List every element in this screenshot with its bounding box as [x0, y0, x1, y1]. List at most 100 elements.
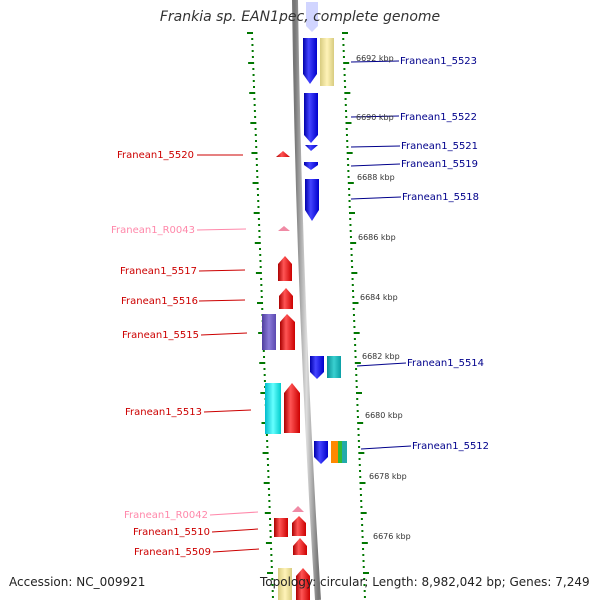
gene-r0043[interactable] — [278, 226, 290, 231]
gene-label-5522[interactable]: Franean1_5522 — [400, 112, 477, 123]
tick-mark — [350, 254, 353, 256]
gene-label-5512[interactable]: Franean1_5512 — [412, 441, 489, 452]
gene-5514[interactable] — [310, 356, 324, 379]
gene-5515[interactable] — [280, 314, 295, 350]
tick-mark — [345, 110, 348, 112]
scale-label: 6690 kbp — [356, 113, 394, 122]
tick-mark — [260, 296, 263, 298]
gene-5512[interactable] — [314, 441, 328, 464]
tick-mark — [352, 314, 355, 316]
tick-mark — [356, 416, 359, 418]
tick-mark — [260, 284, 263, 286]
gene-5522[interactable] — [304, 93, 318, 143]
tick-mark — [254, 128, 257, 130]
tick-mark — [249, 92, 256, 94]
tick-mark — [270, 554, 273, 556]
tick-mark — [342, 32, 348, 34]
gene-5523[interactable] — [303, 38, 317, 84]
tick-mark — [355, 374, 358, 376]
tick-mark — [350, 242, 357, 244]
gene-5518[interactable] — [305, 179, 319, 221]
tick-mark — [255, 164, 258, 166]
gene-label-5517[interactable]: Franean1_5517 — [120, 266, 197, 277]
gene-5509[interactable] — [293, 538, 307, 555]
tick-mark — [355, 368, 358, 370]
gene-5512-teal[interactable] — [342, 441, 347, 463]
tick-mark — [267, 476, 270, 478]
tick-mark — [343, 80, 346, 82]
scale-label: 6692 kbp — [356, 54, 394, 63]
tick-mark — [343, 68, 346, 70]
tick-mark — [342, 38, 345, 40]
tick-mark — [342, 44, 345, 46]
tick-mark — [360, 518, 363, 520]
tick-mark — [362, 560, 365, 562]
gene-5514-companion[interactable] — [327, 356, 341, 378]
gene-5515-purple[interactable] — [262, 314, 276, 350]
gene-label-5520[interactable]: Franean1_5520 — [117, 150, 194, 161]
tick-mark — [257, 302, 264, 304]
tick-mark — [267, 470, 270, 472]
gene-label-5515[interactable]: Franean1_5515 — [122, 330, 199, 341]
tick-mark — [344, 98, 347, 100]
tick-mark — [253, 110, 256, 112]
tick-mark — [261, 308, 264, 310]
tick-mark — [247, 32, 253, 34]
tick-mark — [262, 452, 269, 454]
tick-mark — [270, 548, 273, 550]
tick-mark — [353, 332, 360, 334]
gene-r0042[interactable] — [292, 506, 304, 512]
gene-5521[interactable] — [305, 145, 318, 151]
gene-5510-b[interactable] — [292, 516, 306, 536]
gene-label-5518[interactable]: Franean1_5518 — [402, 192, 479, 203]
gene-label-r0042[interactable]: Franean1_R0042 — [124, 510, 208, 521]
tick-mark — [251, 56, 254, 58]
gene-bottom-khaki — [278, 568, 292, 600]
tick-mark — [358, 446, 361, 448]
tick-mark — [263, 380, 266, 382]
tick-mark — [346, 140, 349, 142]
gene-5513-cyan[interactable] — [265, 383, 281, 434]
gene-label-5514[interactable]: Franean1_5514 — [407, 358, 484, 369]
gene-5519[interactable] — [304, 162, 318, 170]
tick-mark — [356, 410, 359, 412]
gene-label-5521[interactable]: Franean1_5521 — [401, 141, 478, 152]
tick-mark — [250, 122, 257, 124]
tick-mark — [268, 494, 271, 496]
tick-mark — [361, 524, 364, 526]
tick-mark — [346, 152, 353, 154]
gene-5517[interactable] — [278, 256, 292, 281]
tick-mark — [345, 128, 348, 130]
gene-label-5523[interactable]: Franean1_5523 — [400, 56, 477, 67]
tick-mark — [356, 404, 359, 406]
gene-label-5509[interactable]: Franean1_5509 — [134, 547, 211, 558]
gene-5512-orange[interactable] — [331, 441, 338, 463]
tick-mark — [253, 104, 256, 106]
tick-mark — [263, 356, 266, 358]
tick-rulers — [247, 32, 369, 598]
gene-5513[interactable] — [284, 383, 300, 433]
gene-5520[interactable] — [276, 151, 290, 157]
tick-mark — [354, 344, 357, 346]
tick-mark — [259, 362, 266, 364]
gene-5523-companion[interactable] — [320, 38, 334, 86]
gene-label-5519[interactable]: Franean1_5519 — [401, 159, 478, 170]
tick-mark — [359, 476, 362, 478]
gene-label-5513[interactable]: Franean1_5513 — [125, 407, 202, 418]
tick-mark — [347, 182, 354, 184]
tick-mark — [352, 290, 355, 292]
gene-label-r0043[interactable]: Franean1_R0043 — [111, 225, 195, 236]
scale-label: 6680 kbp — [365, 411, 403, 420]
gene-label-5516[interactable]: Franean1_5516 — [121, 296, 198, 307]
scale-label: 6686 kbp — [358, 233, 396, 242]
tick-mark — [348, 194, 351, 196]
tick-mark — [269, 536, 272, 538]
gene-5512-green[interactable] — [338, 441, 342, 463]
tick-mark — [345, 116, 348, 118]
gene-5510[interactable] — [274, 518, 288, 537]
gene-label-5510[interactable]: Franean1_5510 — [133, 527, 210, 538]
tick-mark — [351, 266, 354, 268]
tick-mark — [345, 122, 352, 124]
tick-mark — [354, 350, 357, 352]
gene-5516[interactable] — [279, 288, 293, 309]
